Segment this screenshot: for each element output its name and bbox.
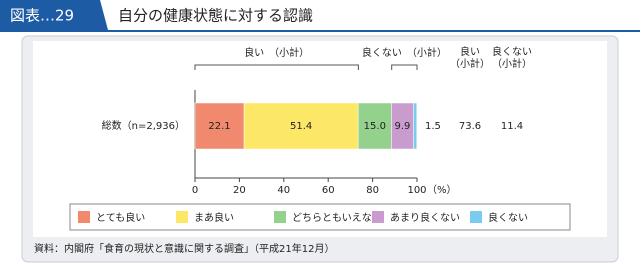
legend-label: あまり良くない — [390, 211, 460, 224]
legend-swatch — [176, 211, 188, 223]
x-axis-label: （%） — [427, 184, 457, 196]
legend-label: まあ良い — [194, 211, 234, 224]
legend-swatch — [274, 211, 286, 223]
legend-box — [69, 203, 571, 231]
header-tab — [0, 0, 108, 30]
legend-swatch — [470, 211, 482, 223]
subtotal-value: 11.4 — [501, 121, 523, 132]
x-tick-label: 80 — [366, 185, 379, 196]
value-label: 15.0 — [364, 121, 386, 132]
figure-label: 図表…29 — [10, 7, 74, 25]
x-tick-label: 40 — [277, 185, 290, 196]
subtotal-bracket-label: 良い （小計） — [244, 46, 309, 59]
subtotal-bracket — [391, 64, 418, 70]
subtotal-header: 良くない — [492, 45, 532, 58]
value-label: 22.1 — [208, 121, 230, 132]
x-tick-label: 100 — [407, 185, 426, 196]
value-label: 51.4 — [290, 121, 312, 132]
subtotal-value: 73.6 — [459, 121, 481, 132]
legend-label: 良くない — [488, 211, 528, 224]
x-tick-label: 60 — [322, 185, 335, 196]
bar-segment — [357, 102, 392, 150]
subtotal-header: （小計） — [450, 57, 490, 70]
x-tick-label: 0 — [192, 185, 198, 196]
category-label: 総数（n=2,936） — [102, 119, 185, 132]
bar-segment — [413, 102, 418, 150]
value-label: 9.9 — [395, 121, 411, 132]
subtotal-header: 良い — [460, 45, 480, 58]
subtotal-bracket-label: 良くない （小計） — [362, 46, 447, 59]
source-note: 資料：内閣府「食育の現状と意識に関する調査」（平成21年12月） — [34, 242, 334, 255]
value-label: 1.5 — [425, 121, 441, 132]
subtotal-header: （小計） — [492, 57, 532, 70]
legend-label: とても良い — [96, 211, 145, 224]
legend-swatch — [78, 211, 90, 223]
legend-label: どちらともいえない — [292, 212, 382, 224]
chart-title: 自分の健康状態に対する認識 — [118, 7, 313, 25]
subtotal-bracket — [194, 64, 359, 70]
x-tick-label: 20 — [233, 185, 246, 196]
legend-swatch — [372, 211, 384, 223]
